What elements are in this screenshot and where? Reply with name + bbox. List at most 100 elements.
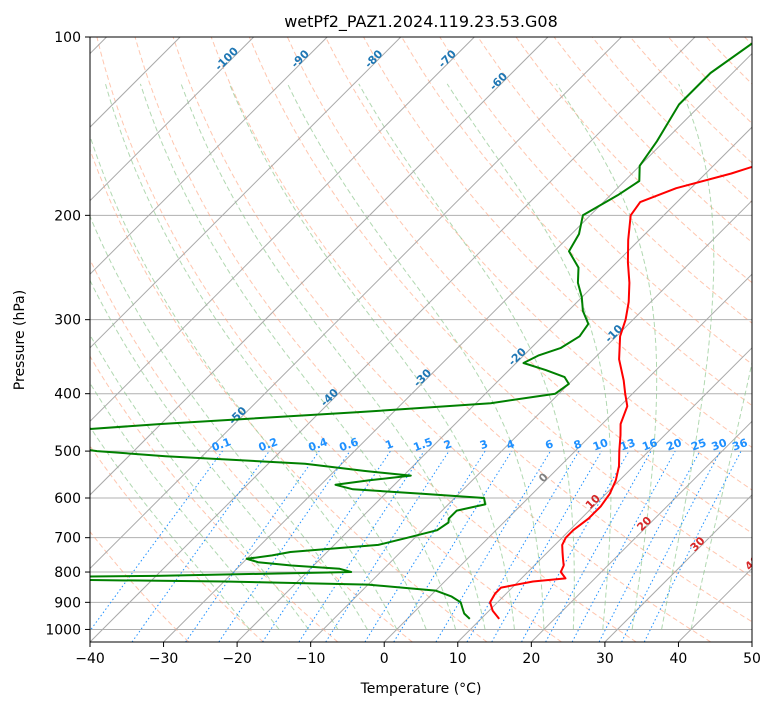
moist-adiabat [690, 360, 752, 630]
y-tick-label: 400 [54, 387, 81, 403]
isotherm-label: -20 [506, 345, 529, 368]
y-tick-label: 300 [54, 313, 81, 329]
y-axis-ticks: 100 200 300 400 500 600 700 800 900 1000 [45, 30, 90, 638]
dry-adiabat [90, 148, 488, 642]
dewpoint-profile-line [90, 42, 752, 620]
x-tick-label: −30 [149, 651, 179, 667]
isotherm-label: -10 [602, 322, 625, 345]
mixing-ratio-line [571, 450, 676, 642]
dry-adiabat [325, 37, 752, 491]
mixing-ratio-label: 3 [478, 437, 490, 452]
isotherm-label: 20 [634, 514, 654, 534]
mixing-ratio-line [521, 450, 630, 642]
mixing-ratio-label: 30 [710, 436, 729, 454]
isotherm [604, 494, 752, 642]
x-tick-label: 10 [449, 651, 467, 667]
moist-adiabat [358, 83, 575, 630]
dry-adiabat [439, 37, 752, 365]
moist-adiabat [90, 426, 251, 630]
isotherm [236, 126, 752, 642]
x-tick-label: 50 [743, 651, 761, 667]
dry-adiabat [96, 37, 562, 642]
y-tick-label: 200 [54, 208, 81, 224]
chart-title: wetPf2_PAZ1.2024.119.23.53.G08 [284, 12, 558, 32]
mixing-ratio-label: 13 [618, 436, 637, 453]
mixing-ratio-line [131, 450, 270, 642]
moist-adiabat [446, 83, 612, 630]
pressure-gridlines [90, 37, 752, 630]
y-axis-label: Pressure (hPa) [12, 290, 28, 390]
dry-adiabat [134, 37, 637, 642]
dry-adiabat [668, 37, 752, 125]
moist-adiabat [180, 83, 486, 630]
isotherm [90, 37, 475, 423]
mixing-ratio-line [90, 450, 223, 632]
dry-adiabat [90, 530, 190, 642]
mixing-ratio-line [598, 450, 701, 642]
mixing-ratio-line [491, 450, 603, 642]
dry-adiabat [210, 37, 752, 623]
isotherm-label: 30 [688, 534, 708, 554]
isotherm-label: 40 [742, 553, 762, 573]
mixing-ratio-line [364, 450, 486, 642]
dry-adiabat [401, 37, 752, 407]
x-tick-label: 30 [596, 651, 614, 667]
isotherm [457, 347, 752, 642]
mixing-ratio-label: 36 [730, 436, 749, 454]
moist-adiabat [139, 83, 457, 630]
y-tick-label: 600 [54, 491, 81, 507]
dry-adiabat [477, 37, 752, 324]
isotherm-label: -40 [318, 386, 341, 409]
mixing-ratio-label: 20 [665, 436, 684, 454]
isotherm-label: -60 [487, 70, 510, 93]
mixing-ratio-label: 16 [640, 436, 659, 454]
mixing-ratio-label: 1.5 [412, 435, 435, 454]
isotherm [90, 37, 696, 642]
moist-adiabat [90, 214, 368, 630]
moist-adiabat [90, 333, 309, 630]
mixing-ratio-label: 25 [689, 436, 708, 453]
dry-adiabat [286, 37, 752, 534]
y-tick-label: 700 [54, 531, 81, 547]
isotherm [90, 37, 255, 202]
isotherm-label: -70 [436, 47, 459, 70]
x-axis-ticks: −40 −30 −20 −10 0 10 20 30 40 50 [75, 642, 761, 667]
dry-adiabats [90, 37, 752, 642]
x-axis-label: Temperature (°C) [360, 681, 482, 697]
mixing-ratio-label: 0.4 [307, 435, 330, 454]
isotherm [90, 37, 622, 570]
isotherm [383, 273, 752, 642]
y-tick-label: 900 [54, 595, 81, 611]
moist-adiabat [287, 83, 545, 630]
moist-adiabat [228, 83, 515, 630]
dry-adiabat [90, 355, 339, 642]
isotherm [530, 420, 752, 642]
mixing-ratio-label: 0.6 [337, 435, 360, 454]
isotherm [90, 37, 402, 349]
isotherm [163, 52, 752, 642]
dry-adiabat [90, 258, 413, 642]
dry-adiabat [90, 445, 264, 642]
dry-adiabat [706, 37, 752, 85]
dry-adiabat [515, 37, 752, 284]
mixing-ratio-lines [90, 450, 742, 642]
y-tick-label: 1000 [45, 622, 81, 638]
moist-adiabat [90, 279, 339, 630]
mixing-ratio-line [621, 450, 721, 642]
moist-adiabat [105, 83, 427, 630]
isotherm-label: 10 [583, 492, 603, 512]
dry-adiabat [744, 37, 752, 46]
temperature-profile-line [489, 165, 752, 620]
x-tick-label: −40 [75, 651, 105, 667]
mixing-ratio-line [185, 450, 320, 642]
mixing-ratio-line [218, 450, 351, 642]
y-tick-label: 800 [54, 565, 81, 581]
moist-adiabats [90, 83, 752, 630]
isotherm [751, 641, 752, 642]
mixing-ratio-label: 6 [543, 437, 555, 452]
isotherms [90, 37, 752, 642]
mixing-ratio-label: 8 [572, 437, 584, 452]
dry-adiabat [591, 37, 752, 204]
mixing-ratio-line [466, 450, 580, 642]
mixing-ratio-line [325, 450, 450, 642]
